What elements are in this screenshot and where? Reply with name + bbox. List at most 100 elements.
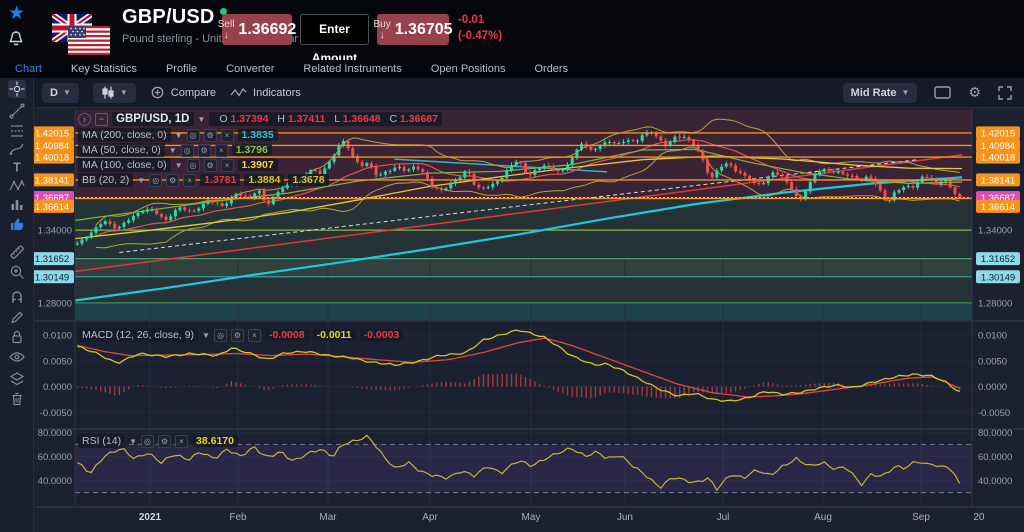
tab-related-instruments[interactable]: Related Instruments <box>303 63 402 75</box>
svg-text:Jul: Jul <box>717 512 730 523</box>
svg-text:1.42015: 1.42015 <box>35 128 69 139</box>
compare-button[interactable]: Compare <box>150 85 216 100</box>
ruler-tool-icon[interactable] <box>8 243 26 261</box>
text-tool-icon[interactable]: T <box>8 158 26 176</box>
svg-text:60.0000: 60.0000 <box>978 452 1012 463</box>
indicator-label[interactable]: MACD (12, 26, close, 9) <box>78 328 199 342</box>
lock-tool-icon[interactable] <box>8 328 26 346</box>
market-open-dot <box>219 8 227 15</box>
svg-text:1.36614: 1.36614 <box>35 202 69 213</box>
svg-text:1.40984: 1.40984 <box>981 141 1015 152</box>
crosshair-tool-icon[interactable] <box>8 80 26 98</box>
tab-converter[interactable]: Converter <box>226 63 275 75</box>
svg-text:1.36614: 1.36614 <box>981 202 1015 213</box>
indicator-label[interactable]: BB (20, 2) <box>78 173 134 187</box>
snapshot-icon[interactable] <box>934 86 952 99</box>
indicator-value: -0.0003 <box>359 329 404 341</box>
ohlc-values: O 1.37394 H 1.37411 L 1.36648 C 1.36687 <box>209 112 442 126</box>
close-icon[interactable]: × <box>247 328 261 342</box>
settings-icon[interactable]: ⚙ <box>203 158 217 172</box>
eye-icon[interactable]: ◎ <box>180 143 194 157</box>
indicator-label[interactable]: MA (50, close, 0) <box>78 143 165 157</box>
interval-dropdown[interactable]: D ▼ <box>42 82 79 103</box>
trend-line-tool-icon[interactable] <box>8 102 26 120</box>
settings-icon[interactable]: ⚙ <box>158 434 172 448</box>
drawing-mode-tool-icon[interactable] <box>8 308 26 326</box>
rate-mode-dropdown[interactable]: Mid Rate ▼ <box>842 82 918 103</box>
magnet-tool-icon[interactable] <box>8 288 26 306</box>
svg-text:1.40018: 1.40018 <box>981 153 1015 164</box>
band-lines <box>75 229 972 304</box>
svg-text:80.0000: 80.0000 <box>978 428 1012 439</box>
tab-chart[interactable]: Chart <box>15 63 42 75</box>
tab-orders[interactable]: Orders <box>534 63 569 75</box>
fib-retracement-tool-icon[interactable] <box>8 122 26 140</box>
ma50-legend: MA (50, close, 0) ▼ ◎ ⚙ × 1.3796 <box>78 143 272 157</box>
object-tree-icon[interactable] <box>8 370 26 388</box>
svg-text:1.28000: 1.28000 <box>978 298 1012 309</box>
close-icon[interactable]: × <box>214 143 228 157</box>
settings-icon[interactable]: ⚙ <box>203 128 217 142</box>
close-icon[interactable]: × <box>220 128 234 142</box>
indicator-value: -0.0011 <box>312 329 356 341</box>
svg-text:1.36687: 1.36687 <box>981 193 1015 204</box>
svg-text:Sep: Sep <box>912 512 930 523</box>
collapse-icon[interactable]: › <box>78 112 91 126</box>
hide-all-eye-icon[interactable] <box>8 348 26 366</box>
favorite-star-icon[interactable]: ★ <box>8 3 26 24</box>
svg-text:1.30149: 1.30149 <box>981 272 1015 283</box>
tab-profile[interactable]: Profile <box>165 63 198 75</box>
page-title: GBP/USD <box>122 6 215 28</box>
svg-text:80.0000: 80.0000 <box>38 428 72 439</box>
svg-text:1.42015: 1.42015 <box>981 128 1015 139</box>
indicator-label[interactable]: MA (200, close, 0) <box>78 128 171 142</box>
drawing-toolbar: T <box>0 78 34 532</box>
svg-text:0.0000: 0.0000 <box>43 382 72 393</box>
enter-amount-button[interactable]: Enter Amount <box>300 14 369 65</box>
remove-trash-icon[interactable] <box>8 390 26 408</box>
eye-icon[interactable]: ◎ <box>141 434 155 448</box>
symbol-interval-label[interactable]: GBP/USD, 1D <box>112 112 194 126</box>
gear-icon[interactable]: ⚙ <box>968 84 981 100</box>
tab-key-statistics[interactable]: Key Statistics <box>70 63 137 75</box>
indicators-button[interactable]: Indicators <box>230 87 301 99</box>
eye-icon[interactable]: ◎ <box>149 173 163 187</box>
svg-text:20: 20 <box>973 512 985 523</box>
ma200-legend: MA (200, close, 0) ▼ ◎ ⚙ × 1.3835 <box>78 128 278 142</box>
thumb-up-icon[interactable] <box>8 215 26 233</box>
svg-text:1.36687: 1.36687 <box>35 193 69 204</box>
svg-text:1.28000: 1.28000 <box>38 298 72 309</box>
eye-icon[interactable]: ◎ <box>213 328 227 342</box>
alert-bell-icon[interactable] <box>7 30 25 55</box>
forecast-tool-icon[interactable] <box>8 195 26 213</box>
svg-text:1.38141: 1.38141 <box>981 175 1015 186</box>
hide-series-icon[interactable]: − <box>95 112 108 126</box>
zoom-in-tool-icon[interactable] <box>8 263 26 281</box>
indicator-label[interactable]: RSI (14) <box>78 434 126 448</box>
sell-button[interactable]: Sell ↓ 1.36692 <box>218 14 296 45</box>
buy-button[interactable]: Buy ↓ 1.36705 <box>373 14 453 45</box>
chart-style-dropdown[interactable]: ▼ <box>92 82 136 103</box>
indicator-label[interactable]: MA (100, close, 0) <box>78 158 171 172</box>
svg-text:Jun: Jun <box>617 512 633 523</box>
svg-text:40.0000: 40.0000 <box>38 476 72 487</box>
eye-icon[interactable]: ◎ <box>186 128 200 142</box>
close-icon[interactable]: × <box>183 173 197 187</box>
ma100-legend: MA (100, close, 0) ▼ ◎ ⚙ × 1.3907 <box>78 158 278 172</box>
settings-icon[interactable]: ⚙ <box>197 143 211 157</box>
svg-text:-0.0050: -0.0050 <box>40 408 72 419</box>
fullscreen-icon[interactable] <box>998 85 1012 100</box>
close-icon[interactable]: × <box>220 158 234 172</box>
tab-open-positions[interactable]: Open Positions <box>430 63 506 75</box>
svg-text:Aug: Aug <box>814 512 832 523</box>
xabcd-pattern-tool-icon[interactable] <box>8 177 26 195</box>
close-icon[interactable]: × <box>175 434 189 448</box>
settings-icon[interactable]: ⚙ <box>230 328 244 342</box>
macd-pane <box>76 329 961 402</box>
indicator-value: 1.3835 <box>237 129 278 141</box>
settings-icon[interactable]: ⚙ <box>166 173 180 187</box>
eye-icon[interactable]: ◎ <box>186 158 200 172</box>
brush-tool-icon[interactable] <box>8 140 26 158</box>
candlestick-icon <box>102 86 114 99</box>
